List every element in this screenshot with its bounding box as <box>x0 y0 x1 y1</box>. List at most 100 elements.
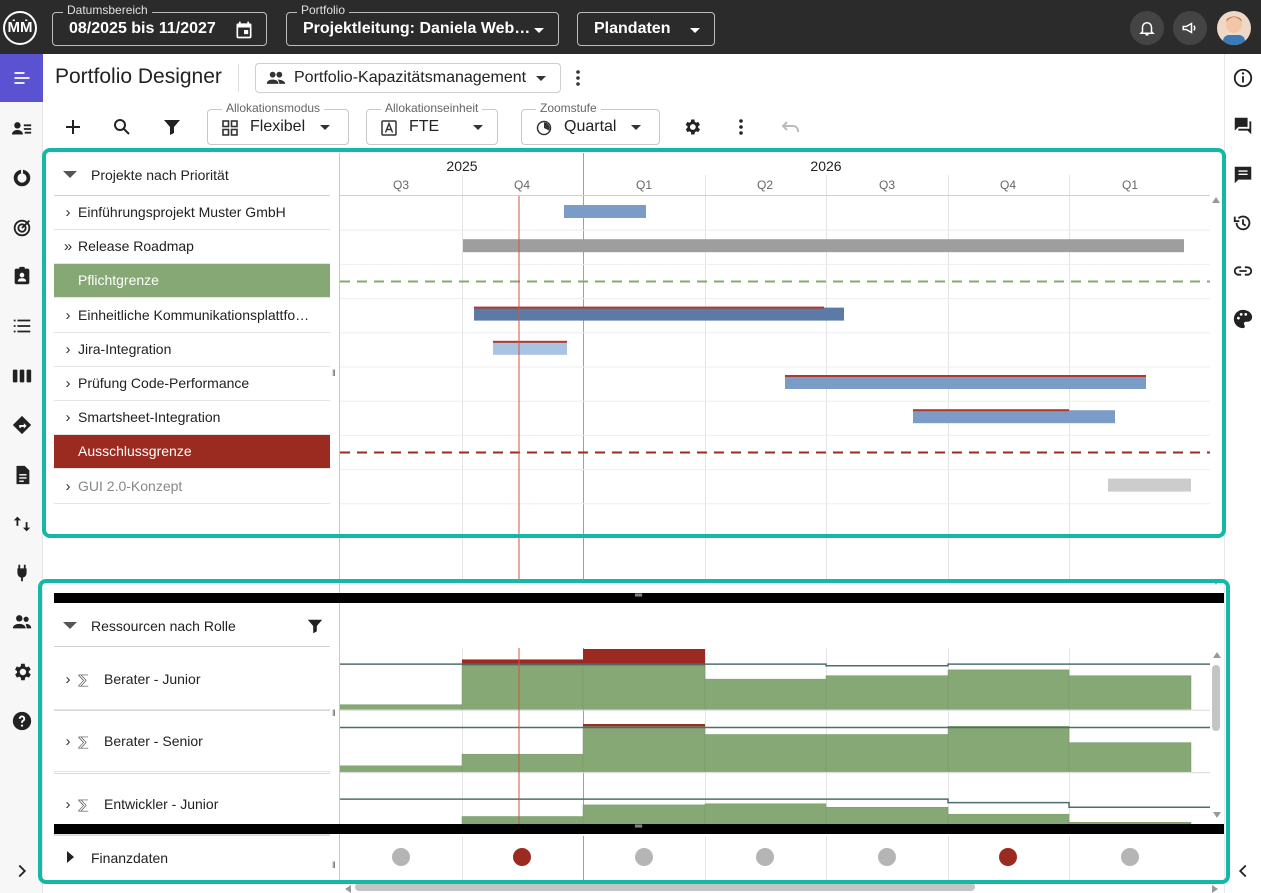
allokationseinheit-select[interactable]: Allokationseinheit FTE <box>366 101 498 145</box>
info-icon[interactable] <box>1232 67 1254 89</box>
gantt-vertical-scrollbar[interactable] <box>1210 195 1223 590</box>
avatar[interactable] <box>1217 11 1251 45</box>
scroll-down-arrow-icon[interactable] <box>1212 579 1220 585</box>
project-bar[interactable] <box>564 205 646 218</box>
chevron-right-icon[interactable] <box>11 860 33 882</box>
chevron-right-icon[interactable]: › <box>65 477 71 495</box>
chevron-left-icon[interactable] <box>1232 860 1254 882</box>
chevron-right-icon[interactable]: › <box>65 340 71 358</box>
scroll-down-arrow-icon[interactable] <box>1213 812 1221 818</box>
project-bar[interactable] <box>463 239 1184 253</box>
scroll-up-arrow-icon[interactable] <box>1212 197 1220 203</box>
project-bar[interactable] <box>493 341 567 355</box>
chevron-right-icon[interactable]: › <box>65 204 71 221</box>
chevron-right-icon[interactable]: › <box>65 306 71 324</box>
resource-vertical-scrollbar[interactable] <box>1211 650 1223 822</box>
finance-row-header[interactable]: Finanzdaten <box>54 836 330 878</box>
project-bar[interactable] <box>785 376 1146 389</box>
chevron-right-icon[interactable]: › <box>65 671 71 688</box>
project-row[interactable]: › Einheitliche Kommunikationsplattfo… <box>54 299 330 333</box>
link-icon[interactable] <box>1232 260 1254 282</box>
search-icon[interactable] <box>112 117 132 137</box>
scroll-left-arrow-icon[interactable] <box>345 885 351 893</box>
project-row[interactable]: › Jira-Integration <box>54 333 330 367</box>
finance-status-dot[interactable] <box>756 848 774 866</box>
finance-status-dot[interactable] <box>513 848 531 866</box>
resource-row[interactable]: › ⅀ Entwickler - Junior <box>54 773 330 835</box>
people-list-icon[interactable] <box>11 118 33 140</box>
panel-divider[interactable]: ═ <box>54 821 1224 834</box>
finance-status-dot[interactable] <box>878 848 896 866</box>
history-icon[interactable] <box>1232 212 1254 234</box>
resource-timeline[interactable] <box>340 648 1210 824</box>
expand-triangle-icon[interactable] <box>67 851 74 863</box>
list-timeline-splitter[interactable] <box>339 153 340 880</box>
announcements-button[interactable] <box>1173 11 1207 45</box>
resource-row[interactable]: › ⅀ Berater - Junior <box>54 648 330 710</box>
scroll-up-arrow-icon[interactable] <box>1213 652 1221 658</box>
chat-icon[interactable] <box>1232 115 1254 137</box>
chevron-right-icon[interactable]: › <box>65 733 71 751</box>
undo-icon[interactable] <box>781 117 801 137</box>
donut-chart-icon[interactable] <box>11 167 33 189</box>
settings-icon[interactable] <box>682 117 702 137</box>
collapse-triangle-icon[interactable] <box>63 622 77 629</box>
directions-icon[interactable] <box>11 414 33 436</box>
resource-row[interactable]: › ⅀ Berater - Senior <box>54 710 330 773</box>
resize-handle-icon[interactable]: ‖ <box>332 708 336 718</box>
finance-status-dot[interactable] <box>1121 848 1139 866</box>
badge-icon[interactable] <box>11 265 33 287</box>
finance-status-dot[interactable] <box>635 848 653 866</box>
panel-divider[interactable]: ═ <box>54 590 1224 603</box>
help-icon[interactable] <box>11 710 33 732</box>
gantt-timeline[interactable]: 2025 2026 Q3 Q4 Q1 Q2 Q3 Q4 Q1 <box>340 153 1210 580</box>
project-row[interactable]: › Prüfung Code-Performance <box>54 367 330 401</box>
calendar-icon[interactable] <box>234 20 254 40</box>
list-icon[interactable] <box>11 315 33 337</box>
daterange-field[interactable]: Datumsbereich 08/2025 bis 11/2027 <box>52 3 267 46</box>
finance-status-dot[interactable] <box>999 848 1017 866</box>
palette-icon[interactable] <box>1232 308 1254 330</box>
nav-item-menu[interactable] <box>0 54 43 102</box>
columns-icon[interactable] <box>11 365 33 387</box>
scroll-right-arrow-icon[interactable] <box>1212 885 1218 893</box>
view-select[interactable]: Portfolio-Kapazitätsmanagement <box>255 63 561 93</box>
add-icon[interactable] <box>63 117 83 137</box>
horizontal-scroll-thumb[interactable] <box>355 883 975 891</box>
project-row[interactable]: » Release Roadmap <box>54 230 330 265</box>
zoomstufe-select[interactable]: Zoomstufe Quartal <box>521 101 660 145</box>
gear-icon[interactable] <box>11 661 33 683</box>
project-bar[interactable] <box>1108 478 1191 492</box>
double-chevron-right-icon[interactable]: » <box>63 238 73 256</box>
more-vertical-icon[interactable] <box>570 68 586 88</box>
app-logo[interactable]: ṀṀ <box>3 11 37 45</box>
comment-icon[interactable] <box>1232 164 1254 186</box>
chevron-right-icon[interactable]: › <box>65 795 71 813</box>
plandaten-select[interactable]: Plandaten <box>577 12 715 46</box>
limit-row[interactable]: Pflichtgrenze <box>54 264 330 299</box>
project-row[interactable]: › GUI 2.0-Konzept <box>54 470 330 504</box>
target-icon[interactable] <box>11 217 33 239</box>
more-vertical-icon[interactable] <box>733 117 749 137</box>
project-bar[interactable] <box>913 410 1115 424</box>
limit-row[interactable]: Ausschlussgrenze <box>54 435 330 470</box>
resize-handle-icon[interactable]: ‖ <box>332 860 336 870</box>
portfolio-select[interactable]: Portfolio Projektleitung: Daniela Web… <box>286 3 559 46</box>
resize-handle-icon[interactable]: ‖ <box>332 368 336 378</box>
document-icon[interactable] <box>11 464 33 486</box>
scroll-thumb[interactable] <box>1212 665 1220 731</box>
swap-vertical-icon[interactable] <box>11 513 33 535</box>
notifications-button[interactable] <box>1130 11 1164 45</box>
collapse-triangle-icon[interactable] <box>63 171 77 178</box>
project-row[interactable]: › Smartsheet-Integration <box>54 401 330 436</box>
allokationsmodus-select[interactable]: Allokationsmodus Flexibel <box>207 101 349 145</box>
chevron-right-icon[interactable]: › <box>65 409 71 427</box>
plug-icon[interactable] <box>11 562 33 584</box>
finance-status-dot[interactable] <box>392 848 410 866</box>
group-icon[interactable] <box>11 611 33 633</box>
filter-icon[interactable] <box>306 617 324 635</box>
chevron-right-icon[interactable]: › <box>65 375 71 392</box>
filter-icon[interactable] <box>162 117 182 137</box>
project-row[interactable]: › Einführungsprojekt Muster GmbH <box>54 196 330 230</box>
project-bar[interactable] <box>474 307 844 321</box>
